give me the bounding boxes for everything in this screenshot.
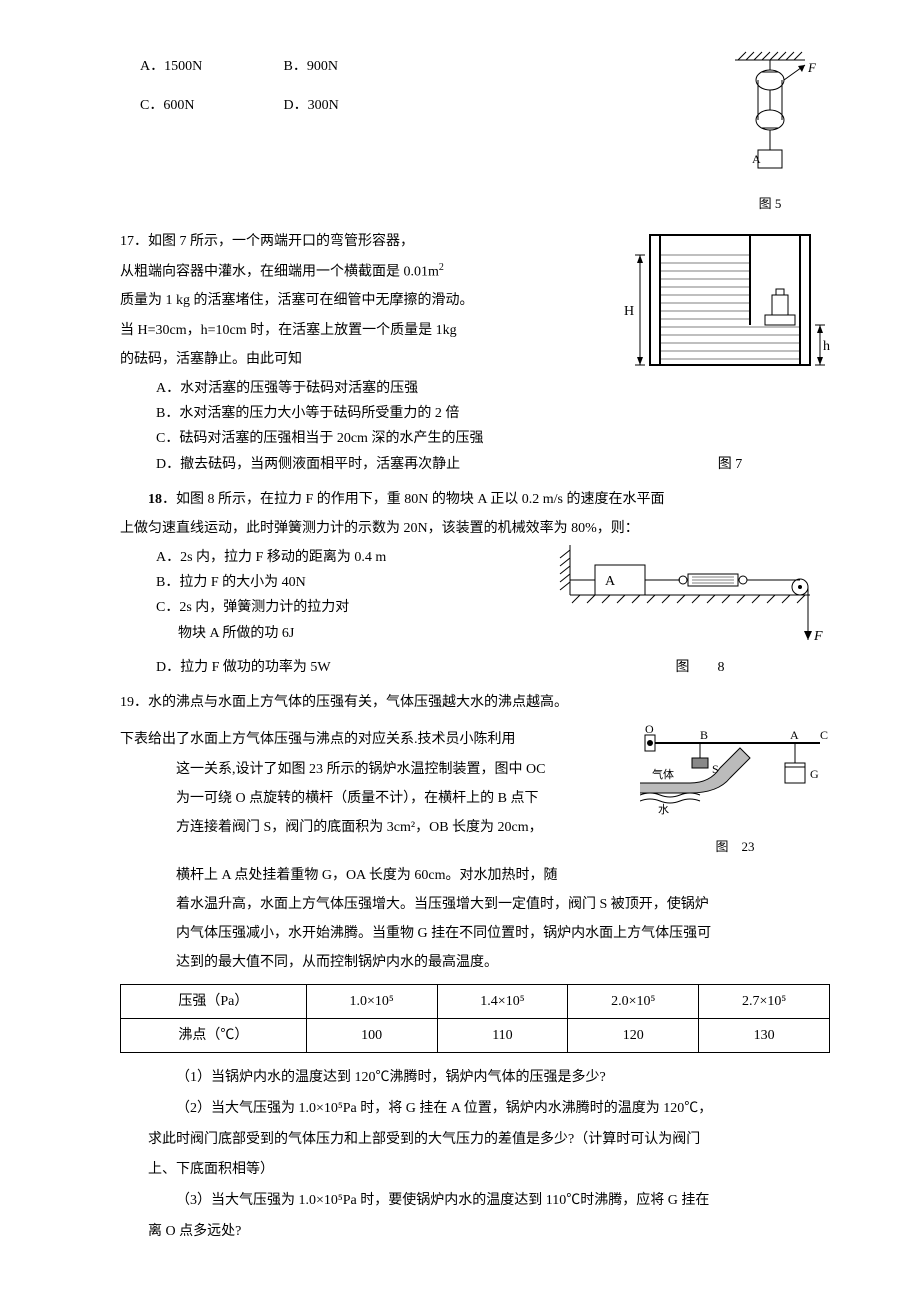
q17-text: 17．如图 7 所示，一个两端开口的弯管形容器， 从粗端向容器中灌水，在细端用一… <box>120 225 610 451</box>
cell: 压强（Pa） <box>121 984 307 1018</box>
fig7-svg: H h <box>620 225 830 385</box>
fig5-svg: F A <box>710 50 830 190</box>
q16-optB: B．900N <box>284 54 424 79</box>
q17-optC: C．砝码对活塞的压强相当于 20cm 深的水产生的压强 <box>156 426 610 451</box>
q19-p3: 为一可绕 O 点旋转的横杆（质量不计），在横杆上的 B 点下 <box>176 786 630 811</box>
cell: 沸点（℃） <box>121 1018 307 1052</box>
q19-table: 压强（Pa） 1.0×10⁵ 1.4×10⁵ 2.0×10⁵ 2.7×10⁵ 沸… <box>120 984 830 1053</box>
q16-block: A．1500N B．900N C．600N D．300N <box>120 50 830 215</box>
fig23-caption: 图 23 <box>640 835 830 858</box>
q19-p8: 达到的最大值不同，从而控制锅炉内水的最高温度。 <box>176 950 830 975</box>
q19-intro: 19．水的沸点与水面上方气体的压强有关，气体压强越大水的沸点越高。 <box>120 690 830 715</box>
q19-sub2a: （2）当大气压强为 1.0×10⁵Pa 时，将 G 挂在 A 位置，锅炉内水沸腾… <box>148 1096 830 1121</box>
svg-text:H: H <box>624 304 634 319</box>
svg-text:G: G <box>810 767 819 781</box>
q16-optD: D．300N <box>284 93 424 118</box>
cell: 1.4×10⁵ <box>437 984 568 1018</box>
fig5-caption: 图 5 <box>710 192 830 215</box>
q19-sub3b: 离 O 点多远处? <box>148 1219 830 1244</box>
svg-text:B: B <box>700 728 708 742</box>
fig23: O B A C S 气体 水 G 图 23 <box>640 723 830 858</box>
table-row: 压强（Pa） 1.0×10⁵ 1.4×10⁵ 2.0×10⁵ 2.7×10⁵ <box>121 984 830 1018</box>
svg-text:F: F <box>807 60 817 75</box>
q18-optA: A．2s 内，拉力 F 移动的距离为 0.4 m <box>156 545 540 570</box>
q17-line3: 质量为 1 kg 的活塞堵住，活塞可在细管中无摩擦的滑动。 <box>120 288 610 313</box>
q17-line2-text: 从粗端向容器中灌水，在细端用一个横截面是 0.01m <box>120 264 439 279</box>
svg-text:A: A <box>752 152 761 166</box>
svg-text:水: 水 <box>658 803 669 816</box>
q19-sub2b: 求此时阀门底部受到的气体压力和上部受到的大气压力的差值是多少?（计算时可认为阀门 <box>148 1127 830 1152</box>
fig8-svg: A F <box>550 545 830 655</box>
q19-sub1: （1）当锅炉内水的温度达到 120℃沸腾时，锅炉内气体的压强是多少? <box>148 1065 830 1090</box>
q18-optC: C．2s 内，弹簧测力计的拉力对 <box>156 595 540 620</box>
svg-text:A: A <box>605 574 616 589</box>
cell: 130 <box>699 1018 830 1052</box>
q17-line4: 当 H=30cm，h=10cm 时，在活塞上放置一个质量是 1kg <box>120 318 610 343</box>
q16-optC: C．600N <box>140 93 280 118</box>
q17-line5: 的砝码，活塞静止。由此可知 <box>120 347 610 372</box>
svg-text:A: A <box>790 728 799 742</box>
q18-optC2: 物块 A 所做的功 6J <box>178 621 540 646</box>
q19-p5: 横杆上 A 点处挂着重物 G，OA 长度为 60cm。对水加热时，随 <box>176 863 830 888</box>
q19-block: 19．水的沸点与水面上方气体的压强有关，气体压强越大水的沸点越高。 下表给出了水… <box>120 690 830 1244</box>
q17-line2-sup: 2 <box>439 262 444 273</box>
q19-p2: 这一关系,设计了如图 23 所示的锅炉水温控制装置，图中 OC <box>176 757 630 782</box>
q16-options: A．1500N B．900N C．600N D．300N <box>120 50 700 132</box>
q19-body: 下表给出了水面上方气体压强与沸点的对应关系.技术员小陈利用 这一关系,设计了如图… <box>120 723 630 844</box>
svg-text:C: C <box>820 728 828 742</box>
fig8: A F <box>550 545 830 655</box>
fig7-caption: 图 7 <box>630 452 830 477</box>
q18-stem2: 上做匀速直线运动，此时弹簧测力计的示数为 20N，该装置的机械效率为 80%，则… <box>120 516 830 541</box>
fig8-caption: 图 8 <box>570 655 830 680</box>
svg-text:O: O <box>645 723 654 736</box>
q18-options: A．2s 内，拉力 F 移动的距离为 0.4 m B．拉力 F 的大小为 40N… <box>120 545 540 646</box>
q19-p1: 下表给出了水面上方气体压强与沸点的对应关系.技术员小陈利用 <box>120 727 630 752</box>
q19-p7: 内气体压强减小，水开始沸腾。当重物 G 挂在不同位置时，锅炉内水面上方气体压强可 <box>176 921 830 946</box>
cell: 1.0×10⁵ <box>306 984 437 1018</box>
cell: 2.0×10⁵ <box>568 984 699 1018</box>
q18-num: 18 <box>148 492 162 507</box>
q17-block: 17．如图 7 所示，一个两端开口的弯管形容器， 从粗端向容器中灌水，在细端用一… <box>120 225 830 476</box>
q17-optB: B．水对活塞的压力大小等于砝码所受重力的 2 倍 <box>156 401 610 426</box>
q19-p6: 着水温升高，水面上方气体压强增大。当压强增大到一定值时，阀门 S 被顶开，使锅炉 <box>176 892 830 917</box>
cell: 110 <box>437 1018 568 1052</box>
cell: 120 <box>568 1018 699 1052</box>
fig23-svg: O B A C S 气体 水 G <box>640 723 830 833</box>
q18-optB: B．拉力 F 的大小为 40N <box>156 570 540 595</box>
svg-text:F: F <box>813 629 823 644</box>
q18-block: 18．如图 8 所示，在拉力 F 的作用下，重 80N 的物块 A 正以 0.2… <box>120 487 830 681</box>
q19-p4: 方连接着阀门 S，阀门的底面积为 3cm²，OB 长度为 20cm， <box>176 815 630 840</box>
q17-line2: 从粗端向容器中灌水，在细端用一个横截面是 0.01m2 <box>120 259 610 285</box>
q17-optD-row: D．撤去砝码，当两侧液面相平时，活塞再次静止 <box>120 452 630 477</box>
fig5: F A 图 5 <box>710 50 830 215</box>
q17-optA: A．水对活塞的压强等于砝码对活塞的压强 <box>156 376 610 401</box>
svg-text:气体: 气体 <box>652 767 674 781</box>
q17-optD: D．撤去砝码，当两侧液面相平时，活塞再次静止 <box>156 452 630 477</box>
q17-options: A．水对活塞的压强等于砝码对活塞的压强 B．水对活塞的压力大小等于砝码所受重力的… <box>120 376 610 452</box>
table-row: 沸点（℃） 100 110 120 130 <box>121 1018 830 1052</box>
q19-sub2c: 上、下底面积相等） <box>148 1157 830 1182</box>
q17-line1: 17．如图 7 所示，一个两端开口的弯管形容器， <box>120 229 610 254</box>
cell: 100 <box>306 1018 437 1052</box>
q18-optD: D．拉力 F 做功的功率为 5W <box>156 655 570 680</box>
q16-optA: A．1500N <box>140 54 280 79</box>
q18-stem1: ．如图 8 所示，在拉力 F 的作用下，重 80N 的物块 A 正以 0.2 m… <box>162 492 664 507</box>
fig7: H h <box>620 225 830 385</box>
svg-text:h: h <box>823 339 830 354</box>
q19-sub3a: （3）当大气压强为 1.0×10⁵Pa 时，要使锅炉内水的温度达到 110℃时沸… <box>148 1188 830 1213</box>
cell: 2.7×10⁵ <box>699 984 830 1018</box>
